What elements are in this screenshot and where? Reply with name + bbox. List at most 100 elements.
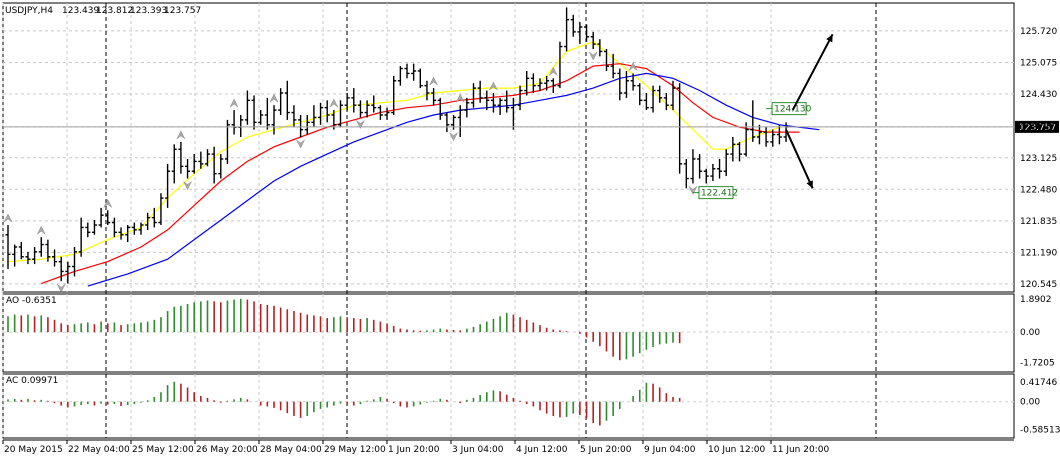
price-bar bbox=[424, 80, 430, 101]
price-bar bbox=[484, 90, 490, 111]
current-price-label: 123.757 bbox=[1019, 123, 1056, 133]
ac-tick-label: 0.41746 bbox=[1020, 378, 1057, 388]
fractal-markers bbox=[3, 51, 698, 293]
arrow-head bbox=[806, 180, 813, 189]
price-bar bbox=[191, 154, 197, 174]
price-bar bbox=[111, 217, 117, 238]
ohlc-open: 123.439 bbox=[62, 6, 99, 16]
price-bar bbox=[431, 88, 437, 106]
price-bar bbox=[171, 144, 177, 184]
price-bar bbox=[45, 239, 51, 262]
price-bar bbox=[158, 193, 164, 225]
ohlc-low: 123.393 bbox=[130, 6, 167, 16]
ao-label: AO -0.6351 bbox=[6, 296, 57, 306]
ac-histogram bbox=[7, 381, 681, 426]
time-tick-label: 20 May 2015 bbox=[4, 445, 63, 455]
price-bar bbox=[131, 222, 137, 235]
price-bar bbox=[597, 39, 603, 57]
price-bar bbox=[284, 80, 290, 120]
price-bar bbox=[238, 114, 244, 137]
price-bar bbox=[451, 114, 457, 130]
time-tick-label: 22 May 04:00 bbox=[68, 445, 130, 455]
price-bar bbox=[211, 146, 217, 184]
ao-tick-label: 1.8902 bbox=[1020, 295, 1052, 305]
price-bar bbox=[717, 158, 723, 179]
price-bar bbox=[710, 163, 716, 181]
price-bar bbox=[377, 105, 383, 120]
price-bar bbox=[271, 105, 277, 135]
price-bar bbox=[12, 244, 18, 267]
price-bar bbox=[65, 261, 71, 284]
price-bar bbox=[151, 207, 157, 228]
price-bar bbox=[304, 114, 310, 135]
time-tick-label: 10 Jun 12:00 bbox=[708, 445, 765, 455]
price-bar bbox=[471, 83, 476, 108]
current-price-badge bbox=[1015, 120, 1059, 133]
price-bar bbox=[730, 136, 736, 162]
fractal-up bbox=[103, 198, 112, 208]
price-bar bbox=[490, 92, 496, 113]
fractal-up bbox=[429, 76, 438, 86]
arrow-head bbox=[826, 34, 833, 43]
price-bar bbox=[145, 212, 151, 230]
price-tick-label: 123.757 bbox=[1020, 123, 1057, 133]
price-bar bbox=[630, 73, 636, 91]
annotation-label: 122.412 bbox=[701, 189, 738, 199]
price-bar bbox=[763, 127, 769, 147]
price-bar bbox=[444, 112, 450, 133]
price-bar bbox=[391, 75, 397, 115]
ac-tick-label: -0.58513 bbox=[1020, 426, 1060, 436]
annotation-box bbox=[698, 186, 734, 200]
price-bar bbox=[318, 102, 324, 125]
price-tick-label: 120.545 bbox=[1020, 280, 1057, 290]
price-bar bbox=[570, 14, 576, 37]
price-bar bbox=[683, 158, 689, 189]
price-bar bbox=[5, 224, 11, 269]
price-bar bbox=[58, 256, 64, 282]
price-bar bbox=[550, 78, 556, 93]
price-bar bbox=[18, 242, 24, 260]
price-tick-label: 125.720 bbox=[1020, 27, 1057, 37]
arrow-shaft bbox=[785, 129, 814, 189]
ao-tick-label: 0.00 bbox=[1020, 328, 1040, 338]
price-bar bbox=[657, 85, 663, 103]
price-bar bbox=[231, 110, 237, 135]
time-tick-label: 5 Jun 20:00 bbox=[580, 445, 632, 455]
price-bar bbox=[205, 149, 210, 167]
fractal-up bbox=[549, 66, 558, 76]
price-bar bbox=[351, 88, 357, 113]
fractal-up bbox=[455, 93, 465, 103]
fractal-up bbox=[269, 93, 279, 103]
time-tick-label: 25 May 12:00 bbox=[132, 445, 194, 455]
price-bar bbox=[185, 158, 191, 179]
price-bar bbox=[517, 85, 523, 111]
arrow-shaft bbox=[791, 33, 834, 111]
fractal-up bbox=[628, 61, 638, 71]
price-tick-label: 121.835 bbox=[1020, 217, 1057, 227]
price-bar bbox=[643, 92, 649, 111]
price-bar bbox=[504, 90, 510, 113]
price-bar bbox=[311, 105, 317, 128]
price-bar bbox=[690, 149, 696, 184]
fractal-up bbox=[329, 98, 339, 108]
ma_blue-line bbox=[87, 72, 820, 287]
time-tick-label: 1 Jun 20:00 bbox=[388, 445, 440, 455]
price-bar bbox=[637, 83, 643, 106]
main-panel-frame bbox=[2, 2, 1015, 293]
chart-frame bbox=[2, 2, 1015, 441]
price-tick-label: 123.125 bbox=[1020, 154, 1057, 164]
price-bar bbox=[364, 100, 370, 118]
fractal-up bbox=[176, 130, 186, 140]
ao-histogram bbox=[7, 298, 681, 361]
fractal-up bbox=[229, 98, 239, 108]
fractal-down bbox=[356, 120, 365, 129]
ac-tick-label: 0.00 bbox=[1020, 398, 1040, 408]
time-tick-label: 29 May 12:00 bbox=[324, 445, 386, 455]
price-bar bbox=[737, 141, 742, 162]
price-bar bbox=[118, 227, 124, 240]
price-bar bbox=[198, 151, 204, 169]
price-bar bbox=[524, 70, 530, 96]
price-bar bbox=[756, 124, 762, 145]
price-bar bbox=[38, 237, 44, 257]
